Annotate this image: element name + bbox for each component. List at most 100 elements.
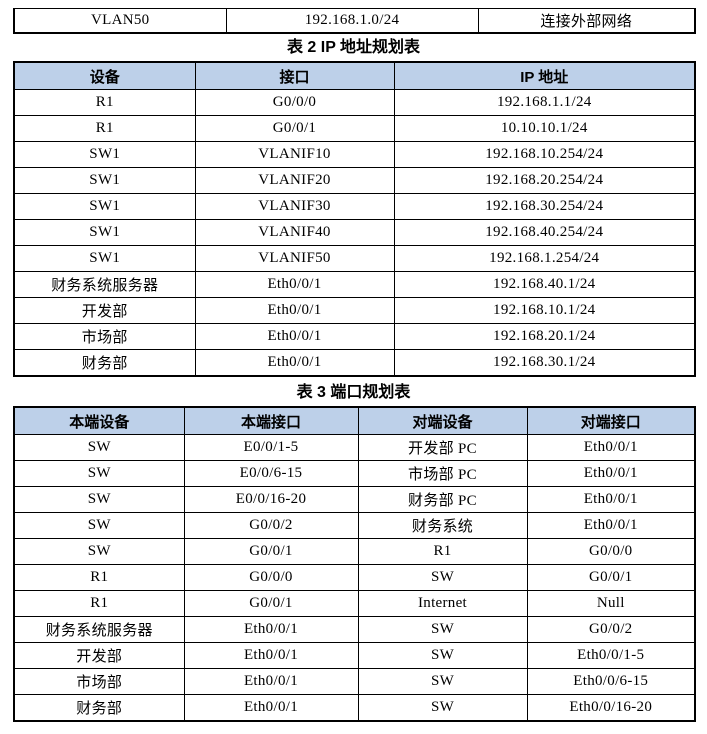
table-cell: SW: [357, 564, 528, 591]
table-row: R1 G0/0/0 192.168.1.1/24: [13, 89, 696, 116]
table-cell: G0/0/2: [183, 512, 359, 539]
table-cell: 192.168.20.254/24: [393, 167, 696, 194]
table-cell: G0/0/0: [194, 89, 395, 116]
table-row: R1 G0/0/1 Internet Null: [13, 590, 696, 617]
table-cell: 10.10.10.1/24: [393, 115, 696, 142]
table-row: 开发部 Eth0/0/1 SW Eth0/0/1-5: [13, 642, 696, 669]
table-cell: 192.168.10.254/24: [393, 141, 696, 168]
table3-caption: 表 3 端口规划表: [296, 384, 411, 401]
ip-plan-table: 设备 接口 IP 地址 R1 G0/0/0 192.168.1.1/24 R1 G0/0…: [13, 61, 696, 377]
table-cell: Eth0/0/1-5: [526, 642, 696, 669]
table-cell: SW1: [13, 245, 196, 272]
table-cell: VLANIF50: [194, 245, 395, 272]
table-cell: Eth0/0/1: [183, 694, 359, 722]
table-cell: Eth0/0/1: [194, 323, 395, 350]
table-cell: R1: [13, 115, 196, 142]
column-header-device: 设备: [13, 61, 196, 90]
table-cell: Null: [526, 590, 696, 617]
table-cell: 192.168.10.1/24: [393, 297, 696, 324]
column-header-local-device: 本端设备: [13, 406, 185, 435]
table-cell: Eth0/0/6-15: [526, 668, 696, 695]
table-cell: G0/0/2: [526, 616, 696, 643]
table-header-row: 本端设备 本端接口 对端设备 对端接口: [13, 406, 696, 435]
table-cell: SW: [357, 694, 528, 722]
table-cell: 财务系统服务器: [13, 616, 185, 643]
table-cell: VLAN50: [13, 8, 227, 34]
table-cell: SW1: [13, 167, 196, 194]
table-cell: 财务系统: [357, 512, 528, 539]
table-cell: Eth0/0/1: [526, 434, 696, 461]
column-header-remote-device: 对端设备: [357, 406, 528, 435]
table-cell: 市场部 PC: [357, 460, 528, 487]
table-cell: SW1: [13, 141, 196, 168]
table-cell: SW: [13, 434, 185, 461]
table-cell: VLANIF30: [194, 193, 395, 220]
column-header-interface: 接口: [194, 61, 395, 90]
table-row: SW1 VLANIF40 192.168.40.254/24: [13, 219, 696, 246]
table-cell: 财务部: [13, 694, 185, 722]
table-row: R1 G0/0/1 10.10.10.1/24: [13, 115, 696, 142]
table-row: 财务系统服务器 Eth0/0/1 192.168.40.1/24: [13, 271, 696, 298]
table-cell: SW1: [13, 219, 196, 246]
table-row: 财务部 Eth0/0/1 192.168.30.1/24: [13, 349, 696, 377]
table-cell: R1: [13, 564, 185, 591]
table-header-row: 设备 接口 IP 地址: [13, 61, 696, 90]
table-cell: SW: [357, 668, 528, 695]
column-header-remote-port: 对端接口: [526, 406, 696, 435]
table-cell: SW: [13, 460, 185, 487]
table-cell: Eth0/0/1: [194, 297, 395, 324]
port-plan-table: 本端设备 本端接口 对端设备 对端接口 SW E0/0/1-5 开发部 PC Eth0…: [13, 406, 696, 722]
table-cell: SW: [13, 486, 185, 513]
table-cell: Eth0/0/1: [183, 668, 359, 695]
table-cell: Eth0/0/1: [526, 486, 696, 513]
table-cell: 连接外部网络: [477, 8, 696, 34]
table-cell: SW1: [13, 193, 196, 220]
table-row: SW1 VLANIF30 192.168.30.254/24: [13, 193, 696, 220]
table2-caption: 表 2 IP 地址规划表: [286, 39, 421, 56]
table-row: 财务系统服务器 Eth0/0/1 SW G0/0/2: [13, 616, 696, 643]
table-cell: 财务部: [13, 349, 196, 377]
table-cell: E0/0/16-20: [183, 486, 359, 513]
table-cell: VLANIF20: [194, 167, 395, 194]
table-cell: 市场部: [13, 323, 196, 350]
column-header-ip: IP 地址: [393, 61, 696, 90]
table-cell: R1: [13, 590, 185, 617]
table-cell: Eth0/0/1: [194, 349, 395, 377]
table-cell: SW: [357, 616, 528, 643]
table-row: VLAN50 192.168.1.0/24 连接外部网络: [13, 8, 696, 34]
table-cell: SW: [357, 642, 528, 669]
table-cell: VLANIF40: [194, 219, 395, 246]
table-cell: 192.168.1.254/24: [393, 245, 696, 272]
table-cell: Eth0/0/16-20: [526, 694, 696, 722]
table-row: SW G0/0/2 财务系统 Eth0/0/1: [13, 512, 696, 539]
table-cell: 192.168.40.1/24: [393, 271, 696, 298]
table-cell: E0/0/1-5: [183, 434, 359, 461]
table-cell: E0/0/6-15: [183, 460, 359, 487]
table-row: SW E0/0/16-20 财务部 PC Eth0/0/1: [13, 486, 696, 513]
table-cell: 192.168.20.1/24: [393, 323, 696, 350]
table-cell: Internet: [357, 590, 528, 617]
table-cell: 财务部 PC: [357, 486, 528, 513]
table-cell: 192.168.30.254/24: [393, 193, 696, 220]
table-cell: 开发部: [13, 297, 196, 324]
table-cell: 市场部: [13, 668, 185, 695]
table-row: SW1 VLANIF50 192.168.1.254/24: [13, 245, 696, 272]
table-cell: G0/0/0: [183, 564, 359, 591]
table-cell: 192.168.1.0/24: [225, 8, 479, 34]
table-cell: G0/0/1: [183, 590, 359, 617]
table-row: R1 G0/0/0 SW G0/0/1: [13, 564, 696, 591]
table-cell: R1: [357, 538, 528, 565]
table-row: 市场部 Eth0/0/1 SW Eth0/0/6-15: [13, 668, 696, 695]
table-row: SW G0/0/1 R1 G0/0/0: [13, 538, 696, 565]
table-cell: Eth0/0/1: [526, 460, 696, 487]
table-cell: VLANIF10: [194, 141, 395, 168]
table-row: SW1 VLANIF10 192.168.10.254/24: [13, 141, 696, 168]
table-cell: Eth0/0/1: [183, 642, 359, 669]
table-cell: 开发部 PC: [357, 434, 528, 461]
table-row: SW E0/0/1-5 开发部 PC Eth0/0/1: [13, 434, 696, 461]
table-cell: G0/0/1: [194, 115, 395, 142]
table-cell: R1: [13, 89, 196, 116]
table-cell: Eth0/0/1: [183, 616, 359, 643]
table-row: SW E0/0/6-15 市场部 PC Eth0/0/1: [13, 460, 696, 487]
